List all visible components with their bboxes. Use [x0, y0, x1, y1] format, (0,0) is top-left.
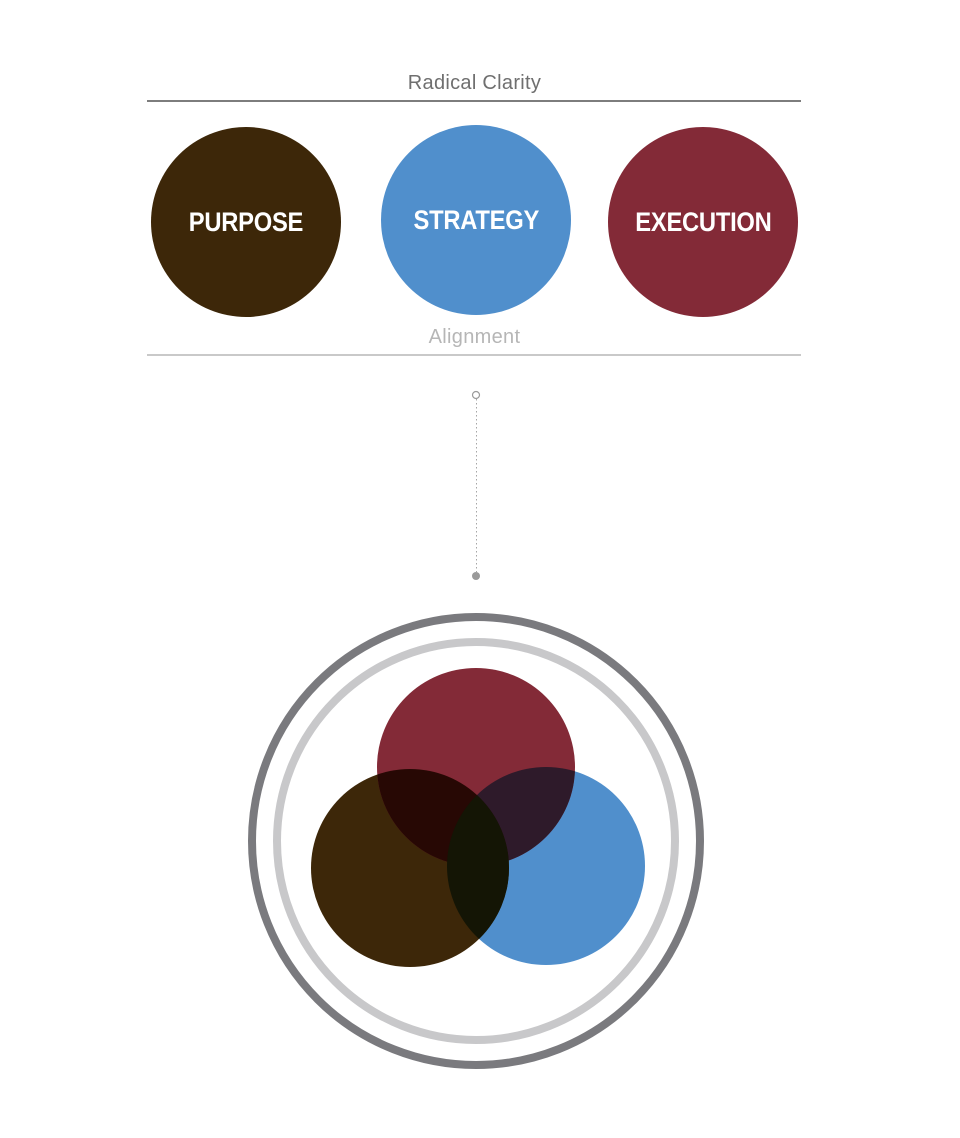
outer-ring: [248, 613, 704, 1069]
purpose-label: PURPOSE: [188, 206, 304, 237]
execution-label: EXECUTION: [634, 206, 772, 237]
connector-start-node: [471, 390, 481, 400]
top-divider: [147, 100, 801, 102]
connector-end-node: [472, 572, 480, 580]
strategy-label: STRATEGY: [413, 204, 539, 235]
purpose-circle: PURPOSE: [151, 127, 341, 317]
radical-clarity-title: Radical Clarity: [407, 72, 542, 94]
execution-circle: EXECUTION: [608, 127, 798, 317]
inner-ring: [273, 638, 679, 1044]
alignment-subtitle: Alignment: [428, 326, 521, 348]
venn-strategy-execution-overlap: [447, 767, 575, 866]
venn-purpose-execution-overlap: [377, 769, 509, 866]
strategy-circle: STRATEGY: [381, 125, 571, 315]
bottom-divider: [147, 354, 801, 356]
